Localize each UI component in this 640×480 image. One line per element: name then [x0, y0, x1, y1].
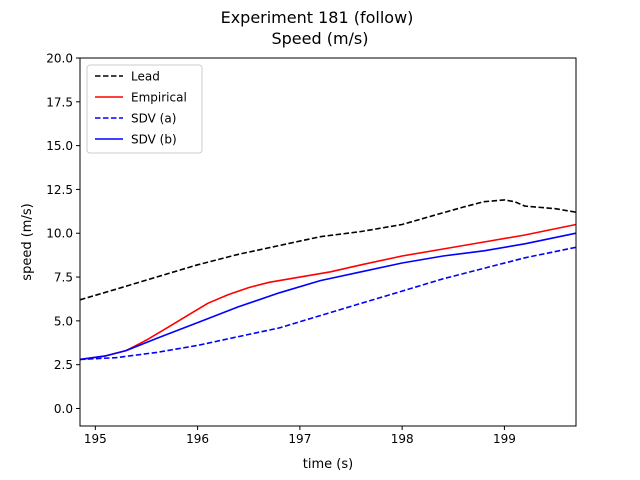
- legend-label: SDV (b): [131, 133, 177, 147]
- y-tick-label: 2.5: [54, 358, 73, 372]
- chart-subtitle: Speed (m/s): [271, 29, 368, 48]
- legend-label: Empirical: [131, 91, 187, 105]
- chart-title: Experiment 181 (follow): [221, 8, 414, 27]
- y-tick-label: 10.0: [46, 227, 73, 241]
- legend-label: Lead: [131, 70, 160, 84]
- y-tick-label: 5.0: [54, 314, 73, 328]
- axes-frame: [79, 57, 577, 427]
- x-tick-label: 198: [391, 432, 414, 446]
- legend-label: SDV (a): [131, 112, 176, 126]
- y-axis: 0.0 2.5 5.0 7.5 10.0 12.5 15.0 17.5 20.0: [46, 52, 80, 416]
- legend: Lead Empirical SDV (a) SDV (b): [86, 64, 203, 154]
- series-line-lead: [79, 199, 577, 301]
- y-tick-label: 12.5: [46, 183, 73, 197]
- y-tick-label: 15.0: [46, 139, 73, 153]
- legend-box: [86, 64, 203, 154]
- plot-area: [79, 199, 577, 361]
- series-line-empirical: [79, 223, 577, 361]
- x-tick-label: 195: [84, 432, 107, 446]
- x-tick-label: 196: [186, 432, 209, 446]
- x-axis-label: time (s): [303, 457, 353, 472]
- y-tick-label: 7.5: [54, 271, 73, 285]
- x-tick-label: 199: [493, 432, 516, 446]
- series-line-sdv-b: [79, 232, 577, 361]
- y-tick-label: 0.0: [54, 402, 73, 416]
- y-tick-label: 17.5: [46, 95, 73, 109]
- x-tick-label: 197: [288, 432, 311, 446]
- y-axis-label: speed (m/s): [20, 203, 35, 280]
- x-axis: 195 196 197 198 199: [84, 426, 516, 446]
- y-tick-label: 20.0: [46, 52, 73, 66]
- series-line-sdv-a: [79, 246, 577, 361]
